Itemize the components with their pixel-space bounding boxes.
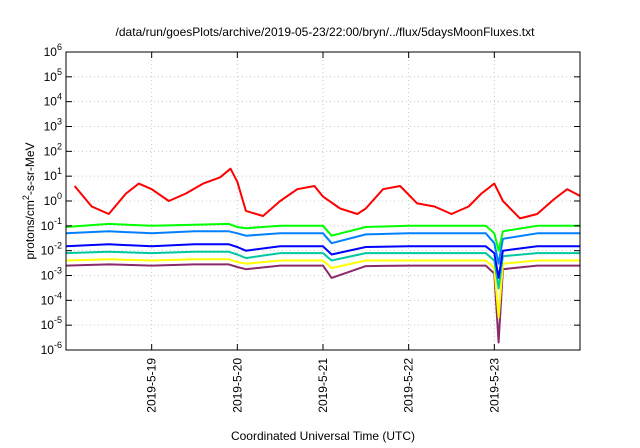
series-line	[65, 258, 580, 319]
y-tick-label: 104	[44, 92, 62, 109]
y-tick-label: 10-2	[41, 241, 62, 258]
y-tick-label: 10-1	[41, 216, 62, 233]
y-axis-label: protons/cm2-s-sr-MeV	[21, 142, 37, 259]
y-tick-label: 10-5	[41, 315, 62, 332]
chart-title: /data/run/goesPlots/archive/2019-05-23/2…	[116, 25, 536, 39]
y-tick-label: 101	[44, 166, 62, 183]
x-axis: 2019-5-19 2019-5-20 2019-5-21 2019-5-22 2019…	[145, 52, 501, 413]
series-line	[73, 167, 581, 220]
y-axis: 10-6 10-5 10-4 10-3 10-2 10-1 100 101 102 103 104 1…	[41, 42, 580, 357]
series-line	[65, 250, 580, 290]
x-tick-label: 2019-5-21	[316, 358, 330, 413]
x-tick-label: 2019-5-22	[402, 358, 416, 413]
y-axis-label-base: protons/cm	[23, 200, 37, 259]
y-tick-label: 10-4	[41, 290, 62, 307]
x-tick-label: 2019-5-19	[145, 358, 159, 413]
y-axis-label-sup: 2	[21, 195, 31, 200]
x-axis-label: Coordinated Universal Time (UTC)	[231, 429, 415, 443]
series-line	[65, 222, 580, 252]
y-tick-label: 10-6	[41, 340, 62, 357]
series-line	[65, 243, 580, 279]
y-tick-label: 103	[44, 117, 62, 134]
grid	[66, 52, 580, 350]
x-tick-label: 2019-5-23	[487, 358, 501, 413]
y-tick-label: 102	[44, 141, 62, 158]
y-tick-label: 105	[44, 67, 62, 84]
y-tick-label: 100	[44, 191, 62, 208]
y-tick-label: 10-3	[41, 266, 62, 283]
series-group	[65, 167, 581, 344]
series-line	[65, 263, 580, 344]
y-tick-label: 106	[44, 42, 62, 59]
y-axis-label-rest: -s-sr-MeV	[23, 142, 37, 195]
series-line	[65, 230, 580, 265]
x-tick-label: 2019-5-20	[230, 358, 244, 413]
